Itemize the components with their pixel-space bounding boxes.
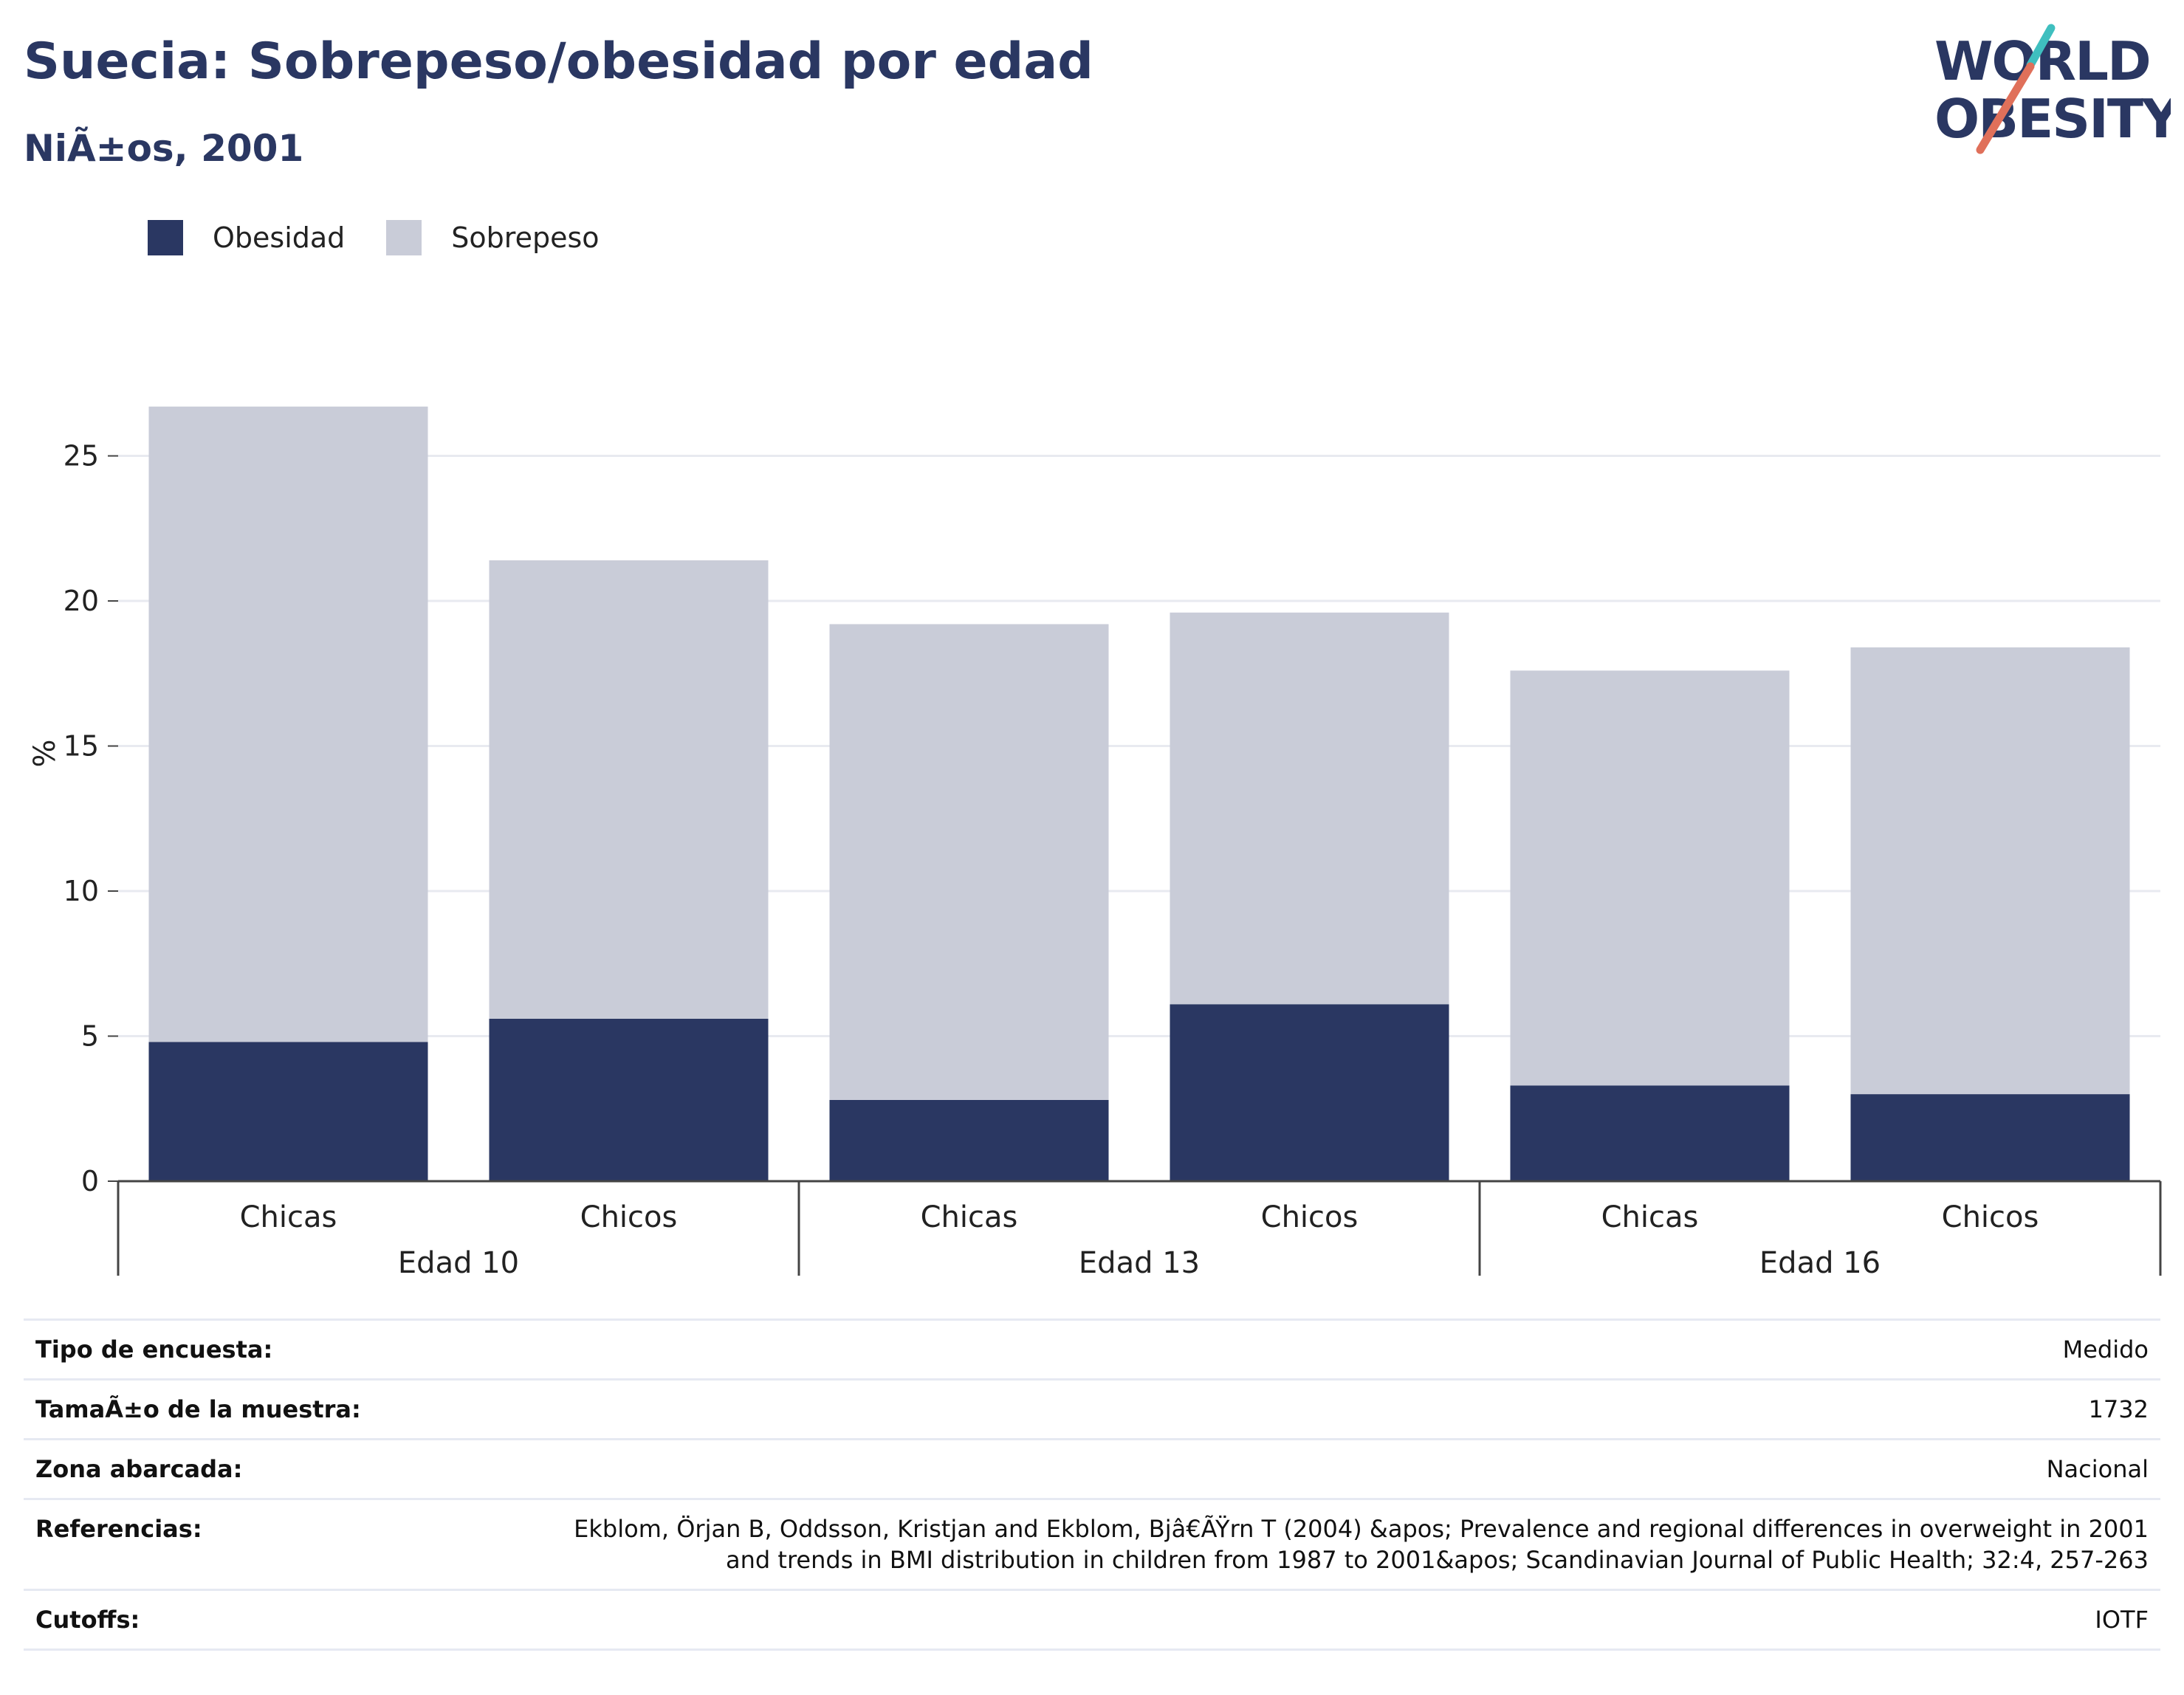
bar-obesidad: [489, 1018, 769, 1181]
logo-slash-red: [1976, 62, 2035, 154]
chart-title: Suecia: Sobrepeso/obesidad por edad: [24, 32, 1093, 91]
y-axis-title: %: [28, 740, 62, 768]
legend-item-sobrepeso[interactable]: Sobrepeso: [386, 220, 600, 255]
meta-label: Cutoffs:: [35, 1606, 140, 1634]
bar-sobrepeso: [829, 624, 1109, 1100]
logo-text-obesity: OBESITY: [1934, 88, 2171, 150]
x-category-label: Chicos: [1942, 1200, 2039, 1234]
meta-label: Zona abarcada:: [35, 1455, 243, 1483]
meta-row-sample-size: TamaÃ±o de la muestra: 1732: [24, 1378, 2160, 1438]
bar-obesidad: [1510, 1085, 1790, 1181]
meta-value: Nacional: [2046, 1455, 2149, 1483]
legend-item-obesidad[interactable]: Obesidad: [148, 220, 345, 255]
x-category-label: Chicas: [1601, 1200, 1699, 1234]
x-category-label: Chicos: [1261, 1200, 1359, 1234]
bar-sobrepeso: [1850, 647, 2130, 1095]
stacked-bar-chart: 0 5 10 15 20 25% Chicas Chicos Chicas Chicos Chica…: [28, 406, 2162, 1280]
bar-obesidad: [148, 1042, 428, 1181]
logo-slash-teal: [2026, 24, 2056, 69]
legend-swatch-sobrepeso: [386, 220, 422, 255]
world-obesity-logo: WORLD OBESITY: [1934, 24, 2171, 154]
bar-sobrepeso: [148, 406, 428, 1042]
bar-sobrepeso: [1170, 612, 1449, 1005]
legend-label-sobrepeso: Sobrepeso: [451, 221, 600, 254]
y-tick-label: 20: [63, 585, 99, 617]
x-group-label: Edad 13: [1079, 1246, 1200, 1280]
chart-legend: Obesidad Sobrepeso: [148, 220, 641, 255]
meta-value: 1732: [2088, 1395, 2149, 1423]
y-tick-label: 25: [63, 440, 99, 472]
y-tick-label: 0: [81, 1165, 99, 1197]
y-tick-label: 15: [63, 730, 99, 763]
x-group-label: Edad 16: [1759, 1246, 1881, 1280]
survey-metadata-table: Tipo de encuesta: Medido TamaÃ±o de la m…: [24, 1318, 2160, 1651]
x-category-label: Chicas: [921, 1200, 1018, 1234]
meta-row-cutoffs: Cutoffs: IOTF: [24, 1589, 2160, 1651]
legend-swatch-obesidad: [148, 220, 183, 255]
bar-obesidad: [829, 1099, 1109, 1181]
meta-row-area: Zona abarcada: Nacional: [24, 1438, 2160, 1498]
x-category-label: Chicos: [580, 1200, 678, 1234]
x-group-label: Edad 10: [398, 1246, 519, 1280]
meta-value: Ekblom, Örjan B, Oddsson, Kristjan and E…: [574, 1515, 2149, 1574]
bar-sobrepeso: [489, 560, 769, 1019]
bar-obesidad: [1850, 1094, 2130, 1181]
y-tick-label: 5: [81, 1020, 99, 1053]
meta-value: Medido: [2062, 1335, 2149, 1364]
bar-obesidad: [1170, 1004, 1449, 1181]
meta-label: Tipo de encuesta:: [35, 1335, 273, 1364]
y-tick-label: 10: [63, 875, 99, 907]
x-category-label: Chicas: [240, 1200, 337, 1234]
legend-label-obesidad: Obesidad: [213, 221, 346, 254]
bar-sobrepeso: [1510, 670, 1790, 1086]
meta-label: TamaÃ±o de la muestra:: [35, 1395, 361, 1423]
meta-row-survey-type: Tipo de encuesta: Medido: [24, 1318, 2160, 1378]
meta-value: IOTF: [2095, 1606, 2149, 1634]
meta-label: Referencias:: [35, 1515, 202, 1543]
chart-subtitle: NiÃ±os, 2001: [24, 127, 304, 170]
meta-row-references: Referencias: Ekblom, Örjan B, Oddsson, K…: [24, 1498, 2160, 1589]
